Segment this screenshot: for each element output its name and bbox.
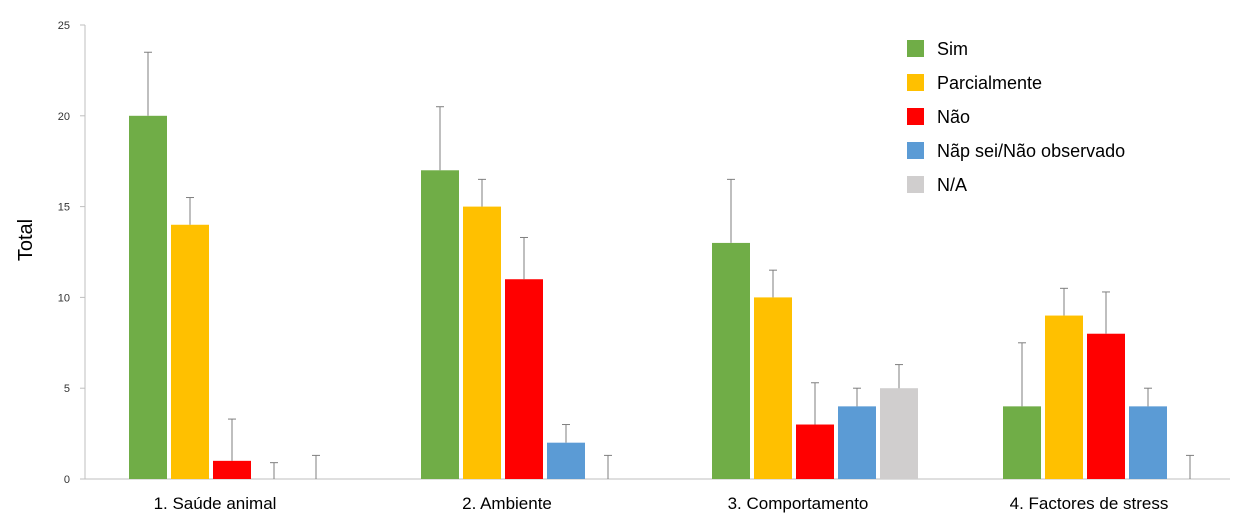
bar-1-0 <box>421 170 459 479</box>
x-category-label: 4. Factores de stress <box>1010 494 1169 513</box>
y-tick-label: 0 <box>64 474 70 486</box>
x-category-label: 2. Ambiente <box>462 494 552 513</box>
bar-1-3 <box>547 442 585 479</box>
bar-3-0 <box>1003 406 1041 479</box>
bar-0-2 <box>213 460 251 479</box>
bar-0-0 <box>129 115 167 480</box>
bar-3-3 <box>1129 406 1167 479</box>
legend-swatch <box>907 176 924 193</box>
x-category-label: 3. Comportamento <box>728 494 869 513</box>
bar-2-3 <box>838 406 876 479</box>
bar-2-0 <box>712 242 750 479</box>
bar-1-2 <box>505 279 543 479</box>
legend-label: Nãp sei/Não observado <box>937 141 1125 161</box>
legend-label: Não <box>937 107 970 127</box>
legend-label: Parcialmente <box>937 73 1042 93</box>
bar-3-2 <box>1087 333 1125 479</box>
x-category-label: 1. Saúde animal <box>154 494 277 513</box>
legend-swatch <box>907 108 924 125</box>
chart-labels: 0 5 10 15 20 25 1. Saúde animal 2. Ambiente 3. C… <box>58 20 1169 513</box>
chart-bars <box>129 115 1167 480</box>
y-tick-label: 5 <box>64 383 70 395</box>
y-axis-title: Total <box>15 219 37 261</box>
bar-2-1 <box>754 297 792 479</box>
legend-swatch <box>907 142 924 159</box>
bar-1-1 <box>463 206 501 479</box>
legend-swatch <box>907 74 924 91</box>
chart-error-bars <box>144 51 1194 479</box>
legend-label: N/A <box>937 175 967 195</box>
y-tick-label: 20 <box>58 111 70 123</box>
bar-0-1 <box>171 224 209 479</box>
legend-swatch <box>907 40 924 57</box>
y-tick-label: 10 <box>58 292 70 304</box>
bar-2-4 <box>880 388 918 479</box>
y-tick-label: 15 <box>58 202 70 214</box>
legend-label: Sim <box>937 39 968 59</box>
y-tick-label: 25 <box>58 20 70 32</box>
bar-2-2 <box>796 424 834 479</box>
chart-legend: Sim Parcialmente Não Nãp sei/Não observado N… <box>907 39 1125 195</box>
bar-3-1 <box>1045 315 1083 479</box>
